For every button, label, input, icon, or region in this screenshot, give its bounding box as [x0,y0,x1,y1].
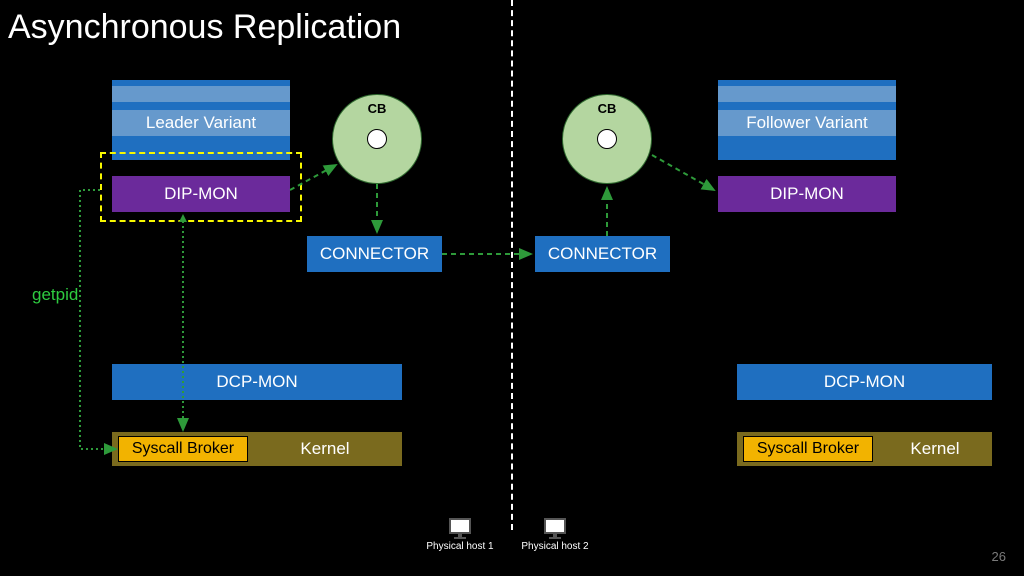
syscall-broker-left: Syscall Broker [118,436,248,462]
syscall-broker-right: Syscall Broker [743,436,873,462]
monitor-icon-left: Physical host 1 [445,518,475,552]
follower-variant-label: Follower Variant [718,110,896,136]
cb-hole-left [367,129,387,149]
cb-hole-right [597,129,617,149]
leader-variant-label: Leader Variant [112,110,290,136]
dcp-mon-left: DCP-MON [112,364,402,400]
cb-label-left: CB [368,101,387,116]
cb-label-right: CB [598,101,617,116]
connector-left: CONNECTOR [307,236,442,272]
leader-highlight [100,152,302,222]
cb-disk-right: CB [562,94,652,184]
slide-title: Asynchronous Replication [8,8,401,47]
dcp-mon-right: DCP-MON [737,364,992,400]
cb-disk-left: CB [332,94,422,184]
slide-number: 26 [992,549,1006,564]
leader-top-strip [112,86,290,102]
follower-top-strip [718,86,896,102]
connector-right: CONNECTOR [535,236,670,272]
kernel-label-left: Kernel [265,432,385,466]
getpid-label: getpid [32,285,78,305]
host-divider [511,0,513,530]
host-label-left: Physical host 1 [423,541,497,552]
kernel-label-right: Kernel [890,432,980,466]
follower-dip-mon: DIP-MON [718,176,896,212]
host-label-right: Physical host 2 [518,541,592,552]
monitor-icon-right: Physical host 2 [540,518,570,552]
